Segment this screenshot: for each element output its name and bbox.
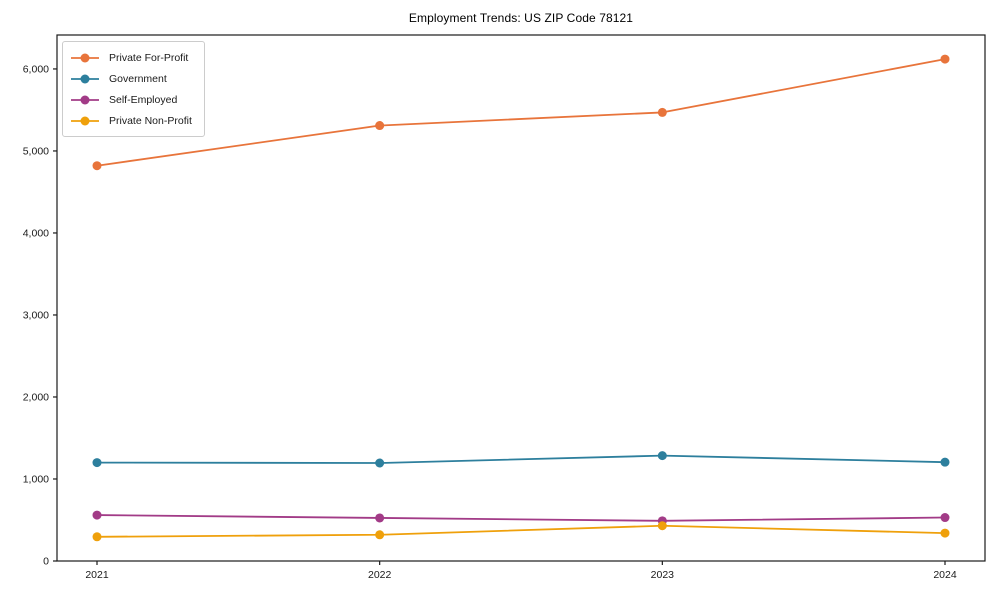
series-marker — [375, 530, 385, 540]
series-marker — [375, 513, 385, 523]
plot-border — [56, 34, 986, 562]
series-marker — [92, 510, 102, 520]
y-tick-label: 3,000 — [23, 309, 49, 321]
y-tick-label: 0 — [43, 556, 49, 568]
x-tick-label: 2021 — [85, 569, 109, 581]
series-marker — [940, 54, 950, 64]
series-line — [96, 514, 946, 522]
legend-item: Private For-Profit — [70, 47, 192, 68]
series-marker — [375, 458, 385, 468]
series-marker — [92, 532, 102, 542]
series-marker — [375, 121, 385, 131]
legend-line-marker-icon — [71, 116, 99, 125]
legend: Private For-Profit Government Self-Employe… — [62, 41, 205, 137]
series-marker — [940, 457, 950, 467]
y-tick-label: 4,000 — [23, 227, 49, 239]
y-tick-label: 6,000 — [23, 63, 49, 75]
chart-title: Employment Trends: US ZIP Code 78121 — [408, 11, 634, 25]
legend-label: Private Non-Profit — [109, 114, 192, 127]
series-marker — [92, 458, 102, 468]
series-line — [96, 454, 946, 464]
legend-item: Government — [70, 68, 192, 89]
legend-line-marker-icon — [71, 53, 99, 62]
x-tick-label: 2024 — [933, 569, 957, 581]
legend-label: Self-Employed — [109, 93, 178, 106]
legend-label: Government — [109, 72, 167, 85]
series-marker — [92, 161, 102, 171]
legend-label: Private For-Profit — [109, 51, 189, 64]
y-tick-label: 1,000 — [23, 473, 49, 485]
y-tick-label: 2,000 — [23, 391, 49, 403]
series-marker — [657, 451, 667, 461]
series-marker — [940, 528, 950, 538]
x-tick-label: 2023 — [651, 569, 675, 581]
legend-item: Private Non-Profit — [70, 110, 192, 131]
series-line — [96, 58, 946, 167]
legend-line-marker-icon — [71, 95, 99, 104]
legend-item: Self-Employed — [70, 89, 192, 110]
series-line — [96, 524, 946, 538]
y-tick-label: 5,000 — [23, 145, 49, 157]
series-marker — [940, 513, 950, 523]
legend-line-marker-icon — [71, 74, 99, 83]
series-marker — [657, 521, 667, 531]
x-tick-label: 2022 — [368, 569, 392, 581]
series-marker — [657, 107, 667, 117]
